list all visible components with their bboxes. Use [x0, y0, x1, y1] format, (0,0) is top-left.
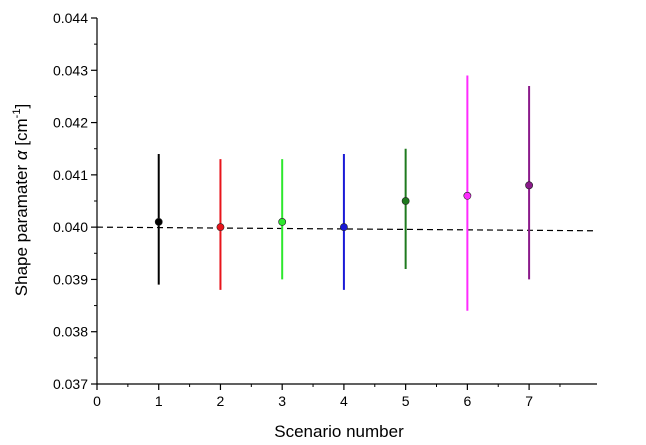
y-axis-label-unit: [cm — [12, 118, 31, 150]
axes: 0.037 0.038 0.039 0.040 0.041 0.042 0.043 0.044… — [53, 10, 597, 409]
data-point — [154, 218, 163, 226]
y-axis-label-text: Shape paramater — [12, 160, 31, 296]
y-axis-label: Shape paramater α [cm-1] — [11, 104, 31, 296]
y-tick-label: 0.040 — [53, 219, 88, 235]
y-tick-label: 0.043 — [53, 62, 88, 78]
y-axis-label-symbol: α — [12, 149, 31, 160]
data-point — [278, 218, 287, 226]
data-point — [525, 181, 533, 190]
x-tick-label: 7 — [525, 393, 533, 409]
data-point — [340, 223, 348, 232]
y-tick-label: 0.038 — [53, 324, 88, 340]
data-point — [463, 191, 472, 200]
x-tick-label: 2 — [217, 393, 225, 409]
y-tick-label: 0.042 — [53, 115, 88, 131]
x-tick-label: 0 — [93, 393, 101, 409]
y-axis-label-unit-close: ] — [12, 104, 31, 109]
y-tick-label: 0.037 — [53, 376, 88, 392]
x-tick-label: 3 — [278, 393, 286, 409]
y-tick-label: 0.044 — [53, 10, 88, 26]
x-tick-label: 1 — [155, 393, 163, 409]
data-point — [401, 197, 410, 205]
data-point — [216, 223, 225, 232]
x-tick-label: 6 — [463, 393, 471, 409]
data-series — [154, 75, 533, 311]
x-tick-label: 4 — [340, 393, 348, 409]
y-tick-label: 0.039 — [53, 271, 88, 287]
x-axis-label: Scenario number — [274, 422, 404, 441]
y-axis-label-unit-exponent: -1 — [11, 109, 23, 119]
x-tick-label: 5 — [402, 393, 410, 409]
y-tick-label: 0.041 — [53, 167, 88, 183]
